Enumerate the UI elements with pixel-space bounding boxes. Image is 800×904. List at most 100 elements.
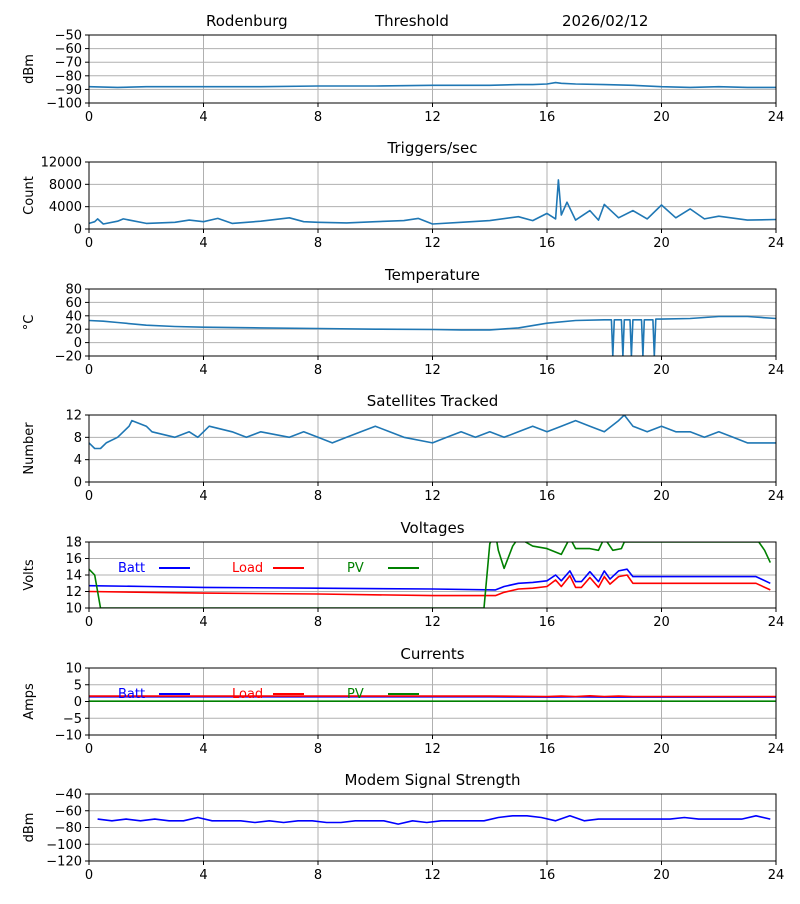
chart-title: Modem Signal Strength — [345, 771, 521, 789]
x-tick-label: 16 — [539, 615, 556, 630]
y-tick-label: −100 — [46, 838, 82, 853]
x-tick-label: 20 — [653, 615, 670, 630]
x-tick-label: 8 — [314, 742, 322, 757]
y-tick-label: −120 — [46, 855, 82, 870]
chart-title: Temperature — [384, 266, 480, 284]
x-tick-label: 16 — [539, 489, 556, 504]
legend-label-batt: Batt — [118, 561, 145, 576]
series-line-load — [89, 696, 776, 697]
x-tick-label: 20 — [653, 742, 670, 757]
x-tick-label: 12 — [424, 868, 441, 883]
chart-title: Satellites Tracked — [367, 392, 498, 410]
x-tick-label: 24 — [768, 363, 785, 378]
x-tick-label: 20 — [653, 489, 670, 504]
x-tick-label: 24 — [768, 615, 785, 630]
x-tick-label: 4 — [199, 110, 207, 125]
y-tick-label: −50 — [55, 29, 82, 44]
x-tick-label: 16 — [539, 363, 556, 378]
y-axis-label: °C — [22, 315, 37, 331]
x-tick-label: 0 — [85, 742, 93, 757]
x-tick-label: 20 — [653, 363, 670, 378]
y-tick-label: 12 — [65, 409, 82, 424]
y-axis-label: Volts — [22, 559, 37, 591]
x-tick-label: 4 — [199, 742, 207, 757]
x-tick-label: 0 — [85, 868, 93, 883]
x-tick-label: 0 — [85, 363, 93, 378]
x-tick-label: 12 — [424, 363, 441, 378]
y-tick-label: −10 — [55, 729, 82, 744]
y-tick-label: 80 — [65, 283, 82, 298]
x-tick-label: 24 — [768, 489, 785, 504]
y-tick-label: 8000 — [49, 178, 82, 193]
legend-label-batt: Batt — [118, 687, 145, 702]
y-axis-label: dBm — [22, 54, 37, 84]
x-tick-label: 8 — [314, 615, 322, 630]
y-tick-label: 60 — [65, 296, 82, 311]
x-tick-label: 8 — [314, 236, 322, 251]
y-tick-label: 0 — [74, 336, 82, 351]
y-tick-label: 8 — [74, 431, 82, 446]
y-axis-label: Number — [22, 422, 37, 475]
legend-label-pv: PV — [347, 561, 364, 576]
series-group — [89, 534, 770, 608]
y-tick-label: −60 — [55, 804, 82, 819]
y-tick-label: 10 — [65, 662, 82, 677]
x-tick-label: 12 — [424, 110, 441, 125]
x-tick-label: 12 — [424, 615, 441, 630]
series-line-batt — [89, 569, 770, 590]
y-tick-label: 4000 — [49, 200, 82, 215]
x-tick-label: 24 — [768, 742, 785, 757]
x-tick-label: 12 — [424, 236, 441, 251]
x-tick-label: 20 — [653, 236, 670, 251]
chart-title: Currents — [400, 645, 464, 663]
y-tick-label: 40 — [65, 309, 82, 324]
y-tick-label: −70 — [55, 56, 82, 71]
y-tick-label: −5 — [63, 712, 82, 727]
series-line-load — [89, 575, 770, 596]
y-tick-label: −90 — [55, 83, 82, 98]
y-tick-label: −80 — [55, 821, 82, 836]
x-tick-label: 8 — [314, 363, 322, 378]
chart-title: Voltages — [400, 519, 464, 537]
chart-title: Triggers/sec — [387, 139, 478, 157]
x-tick-label: 12 — [424, 489, 441, 504]
x-tick-label: 4 — [199, 363, 207, 378]
x-tick-label: 16 — [539, 110, 556, 125]
x-tick-label: 16 — [539, 742, 556, 757]
y-tick-label: 18 — [65, 536, 82, 551]
series-line-modem — [98, 816, 771, 824]
y-tick-label: 0 — [74, 476, 82, 491]
x-tick-label: 8 — [314, 489, 322, 504]
y-tick-label: 4 — [74, 453, 82, 468]
y-tick-label: 0 — [74, 695, 82, 710]
x-tick-label: 12 — [424, 742, 441, 757]
x-tick-label: 0 — [85, 110, 93, 125]
x-tick-label: 4 — [199, 236, 207, 251]
x-tick-label: 16 — [539, 868, 556, 883]
x-tick-label: 8 — [314, 868, 322, 883]
y-tick-label: −20 — [55, 350, 82, 365]
x-tick-label: 4 — [199, 868, 207, 883]
y-tick-label: −40 — [55, 788, 82, 803]
y-tick-label: −100 — [46, 97, 82, 112]
y-tick-label: 20 — [65, 323, 82, 338]
x-tick-label: 4 — [199, 615, 207, 630]
x-tick-label: 0 — [85, 489, 93, 504]
series-group — [98, 816, 771, 824]
x-tick-label: 0 — [85, 615, 93, 630]
x-tick-label: 20 — [653, 110, 670, 125]
y-tick-label: 12 — [65, 585, 82, 600]
legend-label-load: Load — [232, 561, 263, 576]
legend-label-load: Load — [232, 687, 263, 702]
trigger-mode: Threshold — [375, 12, 449, 30]
y-tick-label: 12000 — [41, 156, 82, 171]
y-tick-label: 0 — [74, 223, 82, 238]
y-tick-label: −60 — [55, 42, 82, 57]
